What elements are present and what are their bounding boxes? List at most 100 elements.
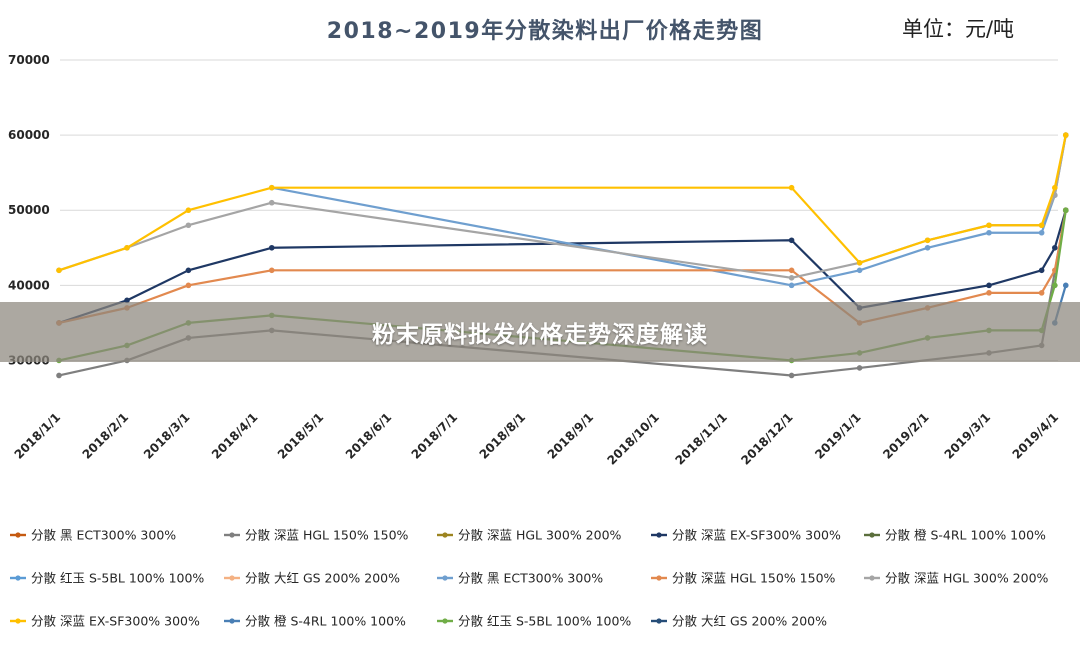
data-point (788, 184, 795, 191)
data-point (1052, 282, 1058, 289)
legend-label: 分散 橙 S-4RL 100% 100% (885, 528, 1046, 543)
x-tick-label: 2018/3/1 (141, 410, 193, 462)
data-point (788, 267, 795, 274)
data-point (185, 282, 192, 289)
legend-item: 分散 深蓝 HGL 150% 150% (651, 571, 836, 586)
x-tick-label: 2019/4/1 (1010, 410, 1062, 462)
legend-item: 分散 大红 GS 200% 200% (651, 614, 827, 629)
legend: 分散 黑 ECT300% 300% 分散 深蓝 HGL 150% 150% 分散 深… (10, 528, 1049, 629)
legend-item: 分散 深蓝 HGL 300% 200% (864, 571, 1049, 586)
data-point (856, 267, 863, 274)
data-point (1062, 207, 1069, 214)
series-line (58, 209, 1067, 324)
legend-item: 分散 红玉 S-5BL 100% 100% (10, 571, 204, 586)
data-point (268, 267, 275, 274)
y-tick-label: 40000 (8, 278, 50, 292)
data-point (1038, 222, 1045, 229)
legend-item: 分散 深蓝 HGL 300% 200% (437, 528, 622, 543)
x-tick-label: 2018/10/1 (604, 410, 661, 467)
x-tick-label: 2018/1/1 (12, 410, 64, 462)
legend-label: 分散 深蓝 EX-SF300% 300% (31, 614, 200, 629)
legend-item: 分散 大红 GS 200% 200% (224, 571, 400, 586)
data-point (124, 297, 130, 304)
legend-item: 分散 橙 S-4RL 100% 100% (864, 528, 1046, 543)
legend-marker (15, 618, 21, 624)
x-tick-label: 2018/8/1 (477, 410, 529, 462)
x-tick-label: 2018/12/1 (738, 410, 795, 467)
y-tick-label: 60000 (8, 128, 50, 142)
legend-marker (442, 575, 448, 581)
overlay-banner: 粉末原料批发价格走势深度解读 (0, 302, 1080, 362)
legend-marker (229, 532, 235, 538)
legend-label: 分散 大红 GS 200% 200% (245, 571, 400, 586)
data-point (185, 222, 192, 229)
data-point (856, 260, 863, 266)
x-tick-label: 2019/3/1 (942, 410, 994, 462)
data-point (788, 282, 795, 289)
data-point (1062, 282, 1069, 289)
data-point (986, 229, 992, 236)
legend-marker (229, 575, 235, 581)
data-point (268, 199, 275, 206)
data-point (856, 365, 863, 371)
legend-label: 分散 深蓝 HGL 150% 150% (672, 571, 836, 586)
legend-item: 分散 深蓝 EX-SF300% 300% (651, 528, 841, 543)
legend-label: 分散 深蓝 HGL 300% 200% (885, 571, 1049, 586)
legend-marker (869, 532, 875, 538)
x-tick-label: 2018/7/1 (409, 410, 461, 462)
legend-label: 分散 深蓝 EX-SF300% 300% (672, 528, 841, 543)
chart-title: 2018~2019年分散染料出厂价格走势图 (327, 18, 763, 44)
data-point (124, 244, 130, 251)
legend-marker (656, 532, 662, 538)
data-point (268, 244, 275, 251)
legend-marker (442, 618, 448, 624)
legend-label: 分散 黑 ECT300% 300% (458, 571, 603, 586)
legend-marker (229, 618, 235, 624)
series-line (58, 134, 1067, 272)
series-9 (56, 132, 1069, 281)
series-10 (56, 132, 1069, 274)
data-point (924, 237, 931, 244)
legend-label: 分散 黑 ECT300% 300% (31, 528, 176, 543)
data-point (986, 222, 992, 229)
x-tick-label: 2018/4/1 (209, 410, 261, 462)
data-point (788, 275, 795, 281)
legend-label: 分散 红玉 S-5BL 100% 100% (31, 571, 204, 586)
unit-label: 单位：元/吨 (902, 17, 1014, 41)
legend-marker (15, 532, 21, 538)
series-line (58, 134, 1067, 279)
data-point (1052, 244, 1058, 251)
legend-label: 分散 深蓝 HGL 300% 200% (458, 528, 622, 543)
data-point (1038, 267, 1045, 274)
data-point (986, 290, 992, 296)
data-point (788, 372, 795, 379)
legend-label: 分散 红玉 S-5BL 100% 100% (458, 614, 631, 629)
overlay-title: 粉末原料批发价格走势深度解读 (372, 322, 708, 348)
data-point (185, 207, 192, 214)
x-tick-label: 2018/2/1 (80, 410, 132, 462)
x-tick-label: 2018/6/1 (343, 410, 395, 462)
legend-label: 分散 深蓝 HGL 150% 150% (245, 528, 409, 543)
x-tick-label: 2019/2/1 (880, 410, 932, 462)
legend-item: 分散 黑 ECT300% 300% (437, 571, 603, 586)
data-point (1038, 229, 1045, 236)
legend-item: 分散 黑 ECT300% 300% (10, 528, 176, 543)
data-point (788, 237, 795, 244)
legend-label: 分散 大红 GS 200% 200% (672, 614, 827, 629)
legend-marker (15, 575, 21, 581)
x-tick-label: 2018/5/1 (275, 410, 327, 462)
data-point (1038, 290, 1045, 296)
legend-item: 分散 深蓝 EX-SF300% 300% (10, 614, 200, 629)
x-tick-label: 2018/9/1 (545, 410, 597, 462)
data-point (56, 267, 62, 274)
y-tick-label: 70000 (8, 53, 50, 67)
data-point (986, 282, 992, 289)
x-axis: 2018/1/1 2018/2/1 2018/3/1 2018/4/1 2018/5/1… (12, 410, 1062, 467)
legend-marker (442, 532, 448, 538)
legend-marker (656, 618, 662, 624)
x-tick-label: 2019/1/1 (812, 410, 864, 462)
legend-item: 分散 深蓝 HGL 150% 150% (224, 528, 409, 543)
data-point (56, 372, 62, 379)
legend-item: 分散 橙 S-4RL 100% 100% (224, 614, 406, 629)
data-point (268, 184, 275, 191)
